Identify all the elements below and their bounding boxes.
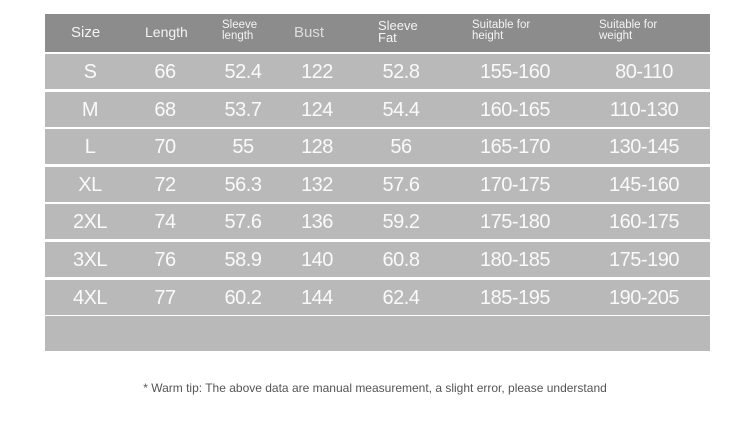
cell-weight: 160-175 [609,211,679,234]
cell-length: 68 [154,98,176,121]
cell-bust: 122 [301,61,333,83]
cell-bust: 136 [301,211,333,234]
table-row: 4XL 77 60.2 144 62.4 185-195 190-205 [45,279,710,315]
table-row: L 70 55 128 56 165-170 130-145 [45,129,710,165]
header-length: Length [145,24,188,40]
cell-sleeve-length: 60.2 [224,286,262,309]
cell-height: 165-170 [480,136,550,159]
warm-tip-note: * Warm tip: The above data are manual me… [143,381,607,395]
cell-length: 77 [154,286,176,309]
header-line: length [222,30,254,42]
header-size: Size [71,24,101,41]
header-line: Suitable for [599,19,658,31]
cell-sleeve-length: 52.4 [224,61,262,83]
cell-height: 180-185 [480,249,550,271]
cell-length: 72 [154,173,176,196]
cell-sleeve-length: 58.9 [224,249,262,271]
header-sleeve-fat: Sleeve Fat [378,18,418,45]
header-height: Suitable for height [472,19,531,42]
cell-sleeve-length: 57.6 [224,211,262,234]
cell-size: 3XL [72,249,108,271]
cell-length: 76 [154,249,176,271]
cell-bust: 140 [301,249,333,271]
cell-size: XL [78,173,102,196]
cell-sleeve-fat: 59.2 [382,211,420,234]
cell-length: 66 [154,61,176,83]
cell-bust: 124 [301,98,333,121]
cell-sleeve-length: 56.3 [224,173,262,196]
table-row: 3XL 76 58.9 140 60.8 180-185 175-190 [45,242,710,277]
header-line: height [472,30,504,42]
cell-size: S [83,61,97,83]
cell-sleeve-fat: 62.4 [382,286,420,309]
cell-size: L [84,136,96,159]
cell-height: 160-165 [480,98,550,121]
cell-weight: 145-160 [609,173,679,196]
cell-height: 155-160 [480,61,550,83]
table-row: M 68 53.7 124 54.4 160-165 110-130 [45,91,710,127]
header-line: Fat [378,30,397,45]
cell-sleeve-fat: 56 [390,136,412,159]
table-row: XL 72 56.3 132 57.6 170-175 145-160 [45,166,710,202]
cell-size: M [81,98,99,121]
cell-height: 185-195 [480,286,550,309]
cell-sleeve-fat: 60.8 [382,249,420,271]
cell-weight: 175-190 [609,249,679,271]
cell-length: 70 [154,136,176,159]
header-line: Suitable for [472,19,531,31]
cell-length: 74 [154,211,176,234]
header-line: weight [599,30,633,42]
empty-row [45,316,710,351]
cell-bust: 144 [301,286,333,309]
cell-height: 175-180 [480,211,550,234]
cell-sleeve-fat: 52.8 [382,61,420,83]
header-bust: Bust [294,24,325,41]
cell-bust: 132 [301,173,333,196]
cell-size: 2XL [72,211,108,234]
cell-weight: 110-130 [609,98,679,121]
cell-sleeve-fat: 54.4 [382,98,420,121]
cell-bust: 128 [301,136,333,159]
cell-size: 4XL [72,286,108,309]
cell-sleeve-length: 53.7 [224,98,262,121]
header-sleeve-length: Sleeve length [222,19,258,42]
header-line: Sleeve [378,18,418,33]
table-row: 2XL 74 57.6 136 59.2 175-180 160-175 [45,204,710,240]
cell-sleeve-length: 55 [232,136,254,159]
cell-weight: 190-205 [609,286,679,309]
header-weight: Suitable for weight [599,19,658,42]
table-row: S 66 52.4 122 52.8 155-160 80-110 [45,54,710,89]
cell-weight: 80-110 [615,61,673,83]
cell-sleeve-fat: 57.6 [382,173,420,196]
header-line: Sleeve [222,19,258,31]
table-header: Size Length Sleeve length Bust Sleeve Fat … [45,14,710,52]
cell-weight: 130-145 [609,136,679,159]
cell-height: 170-175 [480,173,550,196]
